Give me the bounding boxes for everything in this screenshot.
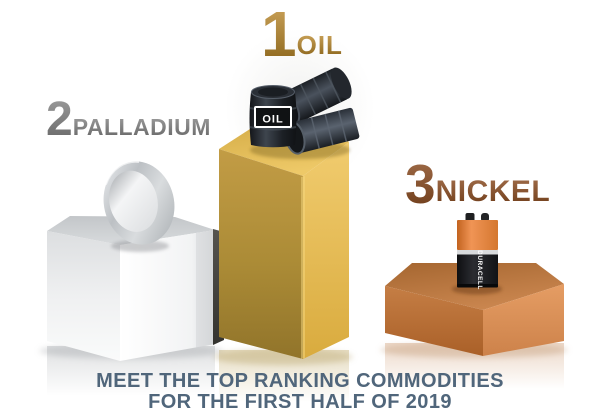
caption: MEET THE TOP RANKING COMMODITIES FOR THE… (0, 371, 600, 413)
rank-1-commodity: OIL (296, 30, 343, 60)
rank-3-number: 3 (405, 153, 436, 215)
rank-1-oil-label: 1 OIL (261, 2, 343, 66)
oil-barrels-icon: OIL (249, 67, 360, 159)
rank-2-number: 2 (46, 93, 73, 146)
silver-podium (47, 216, 215, 361)
rank-2-palladium-label: 2 PALLADIUM (46, 96, 211, 144)
rank-3-commodity: NICKEL (435, 175, 551, 208)
caption-line-1: MEET THE TOP RANKING COMMODITIES (96, 370, 504, 392)
gold-podium (219, 127, 349, 359)
caption-line-2: FOR THE FIRST HALF OF 2019 (148, 391, 452, 413)
rank-3-nickel-label: 3 NICKEL (405, 157, 550, 212)
rank-2-commodity: PALLADIUM (72, 114, 211, 140)
oil-barrel-label: OIL (262, 114, 283, 126)
palladium-ring-icon (103, 160, 175, 252)
rank-1-number: 1 (261, 0, 297, 70)
battery-brand-label: DURACELL (476, 250, 483, 290)
nickel-battery-icon: DURACELL (452, 213, 502, 295)
